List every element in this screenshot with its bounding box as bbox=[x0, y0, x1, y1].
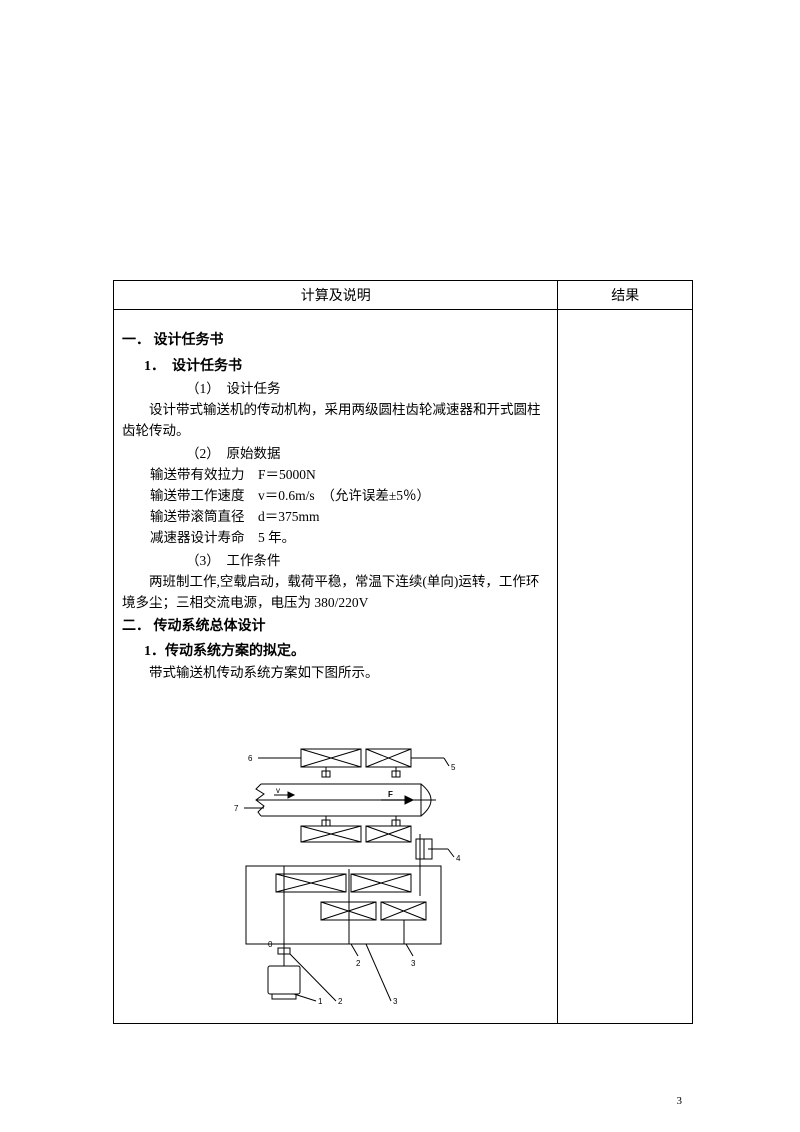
result-cell bbox=[558, 310, 693, 1024]
section-2-body: 带式输送机传动系统方案如下图所示。 bbox=[122, 663, 549, 684]
label-2-top: 2 bbox=[356, 959, 361, 968]
label-6: 6 bbox=[248, 754, 253, 763]
diagram: v F bbox=[122, 744, 549, 1011]
svg-text:0: 0 bbox=[268, 940, 273, 949]
item-2: （2） 原始数据 bbox=[186, 444, 549, 465]
main-table: 计算及说明 结果 一． 设计任务书 1． 设计任务书 （1） 设计任务 设计带式… bbox=[113, 280, 693, 1024]
label-1: 1 bbox=[318, 997, 323, 1004]
data-line-4: 减速器设计寿命 5 年。 bbox=[150, 528, 549, 549]
item-3-body: 两班制工作,空载启动，载荷平稳，常温下连续(单向)运转，工作环境多尘；三相交流电… bbox=[122, 572, 549, 614]
item-1-body: 设计带式输送机的传动机构，采用两级圆柱齿轮减速器和开式圆柱齿轮传动。 bbox=[122, 400, 549, 442]
data-line-2: 输送带工作速度 v＝0.6m/s （允许误差±5％） bbox=[150, 486, 549, 507]
label-3-top: 3 bbox=[411, 959, 416, 968]
label-3: 3 bbox=[393, 997, 398, 1004]
label-2: 2 bbox=[338, 997, 343, 1004]
label-5: 5 bbox=[451, 763, 456, 772]
label-f: F bbox=[388, 790, 393, 799]
page-number: 3 bbox=[677, 1095, 683, 1107]
item-3: （3） 工作条件 bbox=[186, 551, 549, 572]
label-v: v bbox=[276, 786, 280, 795]
section-2-title: 二． 传动系统总体设计 bbox=[122, 616, 549, 638]
label-4: 4 bbox=[456, 854, 461, 863]
col-header-right: 结果 bbox=[558, 281, 693, 310]
section-1-title: 一． 设计任务书 bbox=[122, 330, 549, 352]
col-header-left: 计算及说明 bbox=[114, 281, 558, 310]
data-line-3: 输送带滚筒直径 d＝375mm bbox=[150, 507, 549, 528]
section-1-sub: 1． 设计任务书 bbox=[144, 356, 549, 378]
section-2-sub: 1．传动系统方案的拟定。 bbox=[144, 641, 549, 663]
item-1: （1） 设计任务 bbox=[186, 379, 549, 400]
data-line-1: 输送带有效拉力 F＝5000N bbox=[150, 465, 549, 486]
content-cell: 一． 设计任务书 1． 设计任务书 （1） 设计任务 设计带式输送机的传动机构，… bbox=[114, 310, 557, 1023]
label-7: 7 bbox=[234, 804, 239, 813]
